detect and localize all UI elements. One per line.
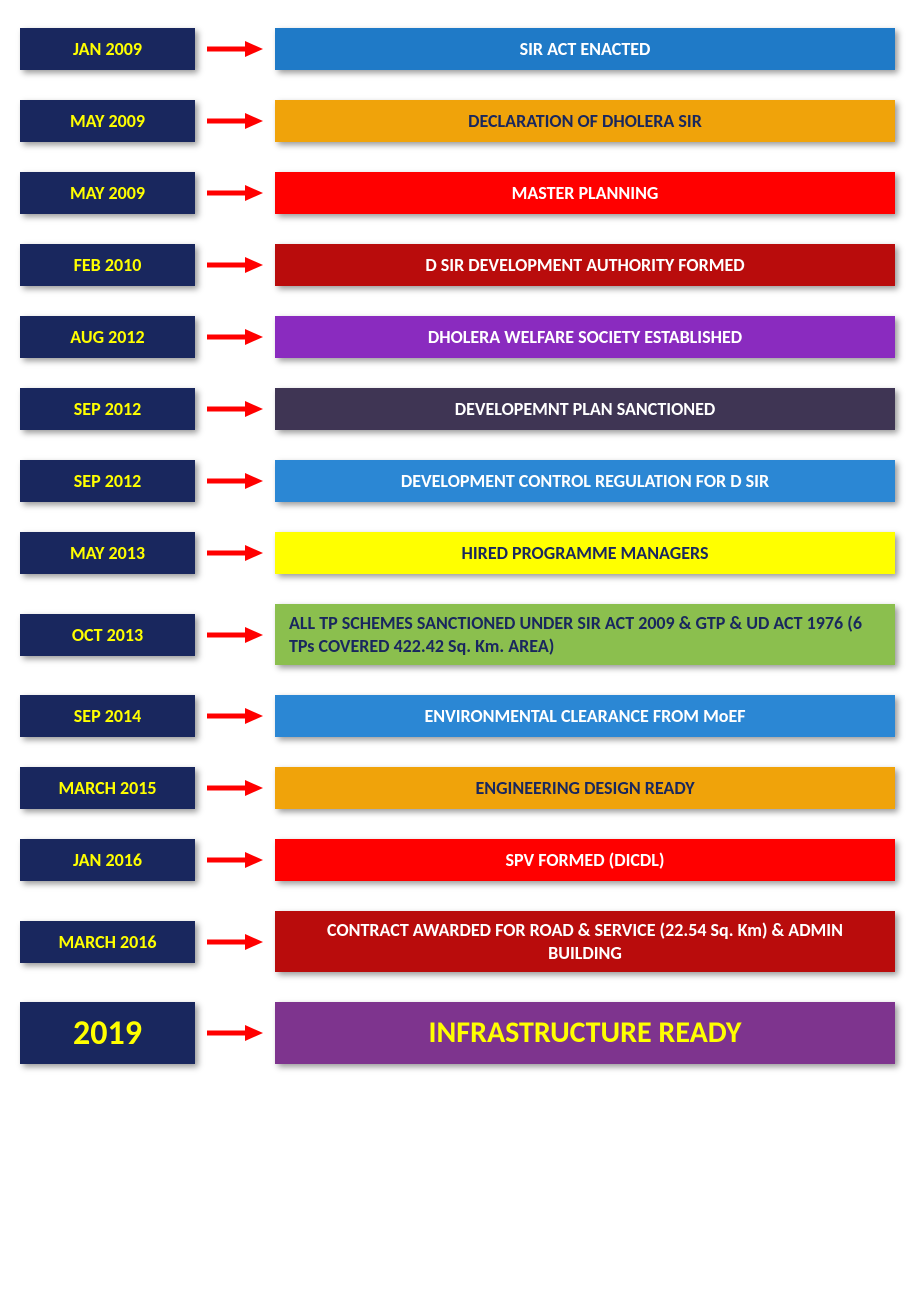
event-box: CONTRACT AWARDED FOR ROAD & SERVICE (22.… bbox=[275, 911, 895, 972]
event-box: MASTER PLANNING bbox=[275, 172, 895, 214]
timeline-row: FEB 2010 D SIR DEVELOPMENT AUTHORITY FORM… bbox=[20, 244, 895, 286]
date-label: AUG 2012 bbox=[70, 326, 144, 348]
event-label: DEVELOPEMNT PLAN SANCTIONED bbox=[455, 398, 716, 421]
date-box: SEP 2012 bbox=[20, 460, 195, 502]
event-box: DHOLERA WELFARE SOCIETY ESTABLISHED bbox=[275, 316, 895, 358]
timeline-row: SEP 2012 DEVELOPEMNT PLAN SANCTIONED bbox=[20, 388, 895, 430]
timeline-row: SEP 2012 DEVELOPMENT CONTROL REGULATION F… bbox=[20, 460, 895, 502]
date-box: JAN 2009 bbox=[20, 28, 195, 70]
arrow-icon bbox=[195, 850, 275, 870]
event-box: DEVELOPEMNT PLAN SANCTIONED bbox=[275, 388, 895, 430]
event-label: CONTRACT AWARDED FOR ROAD & SERVICE (22.… bbox=[289, 919, 881, 964]
arrow-icon bbox=[195, 183, 275, 203]
timeline-row: 2019 INFRASTRUCTURE READY bbox=[20, 1002, 895, 1064]
event-box: SPV FORMED (DICDL) bbox=[275, 839, 895, 881]
event-label: ENGINEERING DESIGN READY bbox=[475, 777, 694, 800]
arrow-icon bbox=[195, 399, 275, 419]
date-box: MAY 2009 bbox=[20, 172, 195, 214]
arrow-icon bbox=[195, 625, 275, 645]
event-box: ENVIRONMENTAL CLEARANCE FROM MoEF bbox=[275, 695, 895, 737]
event-box: INFRASTRUCTURE READY bbox=[275, 1002, 895, 1064]
date-label: OCT 2013 bbox=[72, 624, 143, 646]
event-label: DECLARATION OF DHOLERA SIR bbox=[468, 110, 702, 133]
event-box: SIR ACT ENACTED bbox=[275, 28, 895, 70]
arrow-icon bbox=[195, 39, 275, 59]
date-label: MARCH 2016 bbox=[58, 931, 156, 953]
timeline-row: JAN 2016 SPV FORMED (DICDL) bbox=[20, 839, 895, 881]
arrow-icon bbox=[195, 111, 275, 131]
event-label: SPV FORMED (DICDL) bbox=[506, 849, 665, 872]
date-label: SEP 2012 bbox=[74, 398, 141, 420]
date-box: MARCH 2015 bbox=[20, 767, 195, 809]
date-label: JAN 2009 bbox=[73, 38, 142, 60]
date-box: OCT 2013 bbox=[20, 614, 195, 656]
event-label: ENVIRONMENTAL CLEARANCE FROM MoEF bbox=[424, 705, 745, 728]
timeline-row: JAN 2009 SIR ACT ENACTED bbox=[20, 28, 895, 70]
timeline-row: OCT 2013 ALL TP SCHEMES SANCTIONED UNDER … bbox=[20, 604, 895, 665]
date-label: SEP 2012 bbox=[74, 470, 141, 492]
timeline-row: AUG 2012 DHOLERA WELFARE SOCIETY ESTABLIS… bbox=[20, 316, 895, 358]
date-box: MAY 2009 bbox=[20, 100, 195, 142]
timeline-row: MARCH 2016 CONTRACT AWARDED FOR ROAD & SE… bbox=[20, 911, 895, 972]
arrow-icon bbox=[195, 471, 275, 491]
arrow-icon bbox=[195, 706, 275, 726]
event-label: MASTER PLANNING bbox=[512, 182, 659, 205]
date-label: MAY 2009 bbox=[70, 110, 145, 132]
arrow-icon bbox=[195, 543, 275, 563]
event-box: ALL TP SCHEMES SANCTIONED UNDER SIR ACT … bbox=[275, 604, 895, 665]
event-label: DHOLERA WELFARE SOCIETY ESTABLISHED bbox=[428, 326, 742, 349]
timeline-row: MAY 2009 DECLARATION OF DHOLERA SIR bbox=[20, 100, 895, 142]
timeline-container: JAN 2009 SIR ACT ENACTED MAY 2009 DECLARATI… bbox=[20, 28, 895, 1064]
date-box: AUG 2012 bbox=[20, 316, 195, 358]
event-label: HIRED PROGRAMME MANAGERS bbox=[462, 542, 709, 565]
timeline-row: SEP 2014 ENVIRONMENTAL CLEARANCE FROM MoE… bbox=[20, 695, 895, 737]
date-box: FEB 2010 bbox=[20, 244, 195, 286]
timeline-row: MAY 2009 MASTER PLANNING bbox=[20, 172, 895, 214]
event-label: ALL TP SCHEMES SANCTIONED UNDER SIR ACT … bbox=[289, 612, 881, 657]
event-box: HIRED PROGRAMME MANAGERS bbox=[275, 532, 895, 574]
event-label: DEVELOPMENT CONTROL REGULATION FOR D SIR bbox=[401, 470, 769, 493]
event-label: INFRASTRUCTURE READY bbox=[429, 1014, 742, 1052]
date-label: FEB 2010 bbox=[74, 254, 142, 276]
arrow-icon bbox=[195, 327, 275, 347]
event-box: DECLARATION OF DHOLERA SIR bbox=[275, 100, 895, 142]
date-box: 2019 bbox=[20, 1002, 195, 1064]
event-label: D SIR DEVELOPMENT AUTHORITY FORMED bbox=[425, 254, 744, 277]
date-box: SEP 2014 bbox=[20, 695, 195, 737]
date-label: MAY 2009 bbox=[70, 182, 145, 204]
date-box: SEP 2012 bbox=[20, 388, 195, 430]
arrow-icon bbox=[195, 932, 275, 952]
event-label: SIR ACT ENACTED bbox=[520, 38, 651, 61]
arrow-icon bbox=[195, 255, 275, 275]
timeline-row: MAY 2013 HIRED PROGRAMME MANAGERS bbox=[20, 532, 895, 574]
arrow-icon bbox=[195, 778, 275, 798]
date-label: SEP 2014 bbox=[74, 705, 141, 727]
date-label: 2019 bbox=[73, 1013, 142, 1054]
date-box: JAN 2016 bbox=[20, 839, 195, 881]
date-label: JAN 2016 bbox=[73, 849, 142, 871]
date-box: MARCH 2016 bbox=[20, 921, 195, 963]
date-label: MAY 2013 bbox=[70, 542, 145, 564]
event-box: ENGINEERING DESIGN READY bbox=[275, 767, 895, 809]
timeline-row: MARCH 2015 ENGINEERING DESIGN READY bbox=[20, 767, 895, 809]
arrow-icon bbox=[195, 1023, 275, 1043]
date-label: MARCH 2015 bbox=[58, 777, 156, 799]
event-box: DEVELOPMENT CONTROL REGULATION FOR D SIR bbox=[275, 460, 895, 502]
date-box: MAY 2013 bbox=[20, 532, 195, 574]
event-box: D SIR DEVELOPMENT AUTHORITY FORMED bbox=[275, 244, 895, 286]
